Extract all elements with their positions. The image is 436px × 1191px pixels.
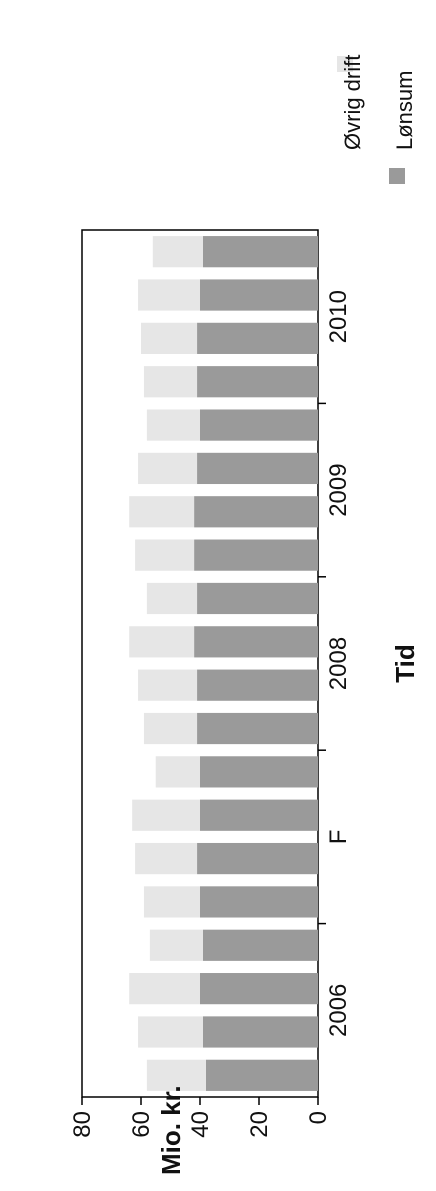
legend-label-ovrig-drift: Øvrig drift: [340, 55, 365, 150]
y-tick-label: 80: [69, 1111, 96, 1138]
bar-lonsum: [200, 409, 318, 441]
bar-lonsum: [197, 366, 318, 398]
legend-swatch-lonsum: [389, 168, 405, 184]
bar-lonsum: [202, 1016, 318, 1048]
y-axis: 0 20 40 60 80: [69, 1097, 332, 1138]
legend-item-lonsum: Lønsum: [389, 71, 417, 184]
legend: Øvrig drift Lønsum: [337, 55, 417, 184]
bar-ovrig-drift: [129, 626, 195, 658]
y-axis-title-group: Mio. kr.: [156, 1085, 186, 1175]
bar-lonsum: [202, 236, 318, 268]
legend-item-ovrig-drift: Øvrig drift: [337, 55, 365, 150]
bar-ovrig-drift: [129, 973, 200, 1005]
legend-swatch-ovrig-drift: [337, 56, 353, 72]
bar-ovrig-drift: [135, 539, 195, 571]
bar-ovrig-drift: [141, 322, 198, 354]
bar-ovrig-drift: [138, 452, 198, 485]
x-axis-title-group: Tid: [390, 644, 420, 683]
bar-lonsum: [197, 712, 318, 745]
bar-ovrig-drift: [138, 279, 200, 311]
bar-ovrig-drift: [146, 582, 198, 615]
bar-lonsum: [200, 799, 318, 831]
bars-layer: [129, 236, 318, 1091]
bar-lonsum: [205, 1059, 318, 1091]
x-tick-label: 2008: [325, 637, 352, 690]
bar-ovrig-drift: [149, 929, 203, 961]
x-tick-label: 2006: [325, 984, 352, 1037]
bar-lonsum: [197, 452, 318, 485]
x-tick-label: F: [325, 830, 352, 845]
y-tick-label: 60: [128, 1111, 155, 1138]
bar-ovrig-drift: [155, 756, 200, 788]
x-tick-label: 2009: [325, 463, 352, 516]
bar-lonsum: [197, 582, 318, 615]
bar-ovrig-drift: [143, 366, 198, 398]
bar-lonsum: [194, 496, 318, 528]
bar-ovrig-drift: [146, 1059, 206, 1091]
bar-ovrig-drift: [138, 1016, 203, 1048]
legend-label-lonsum: Lønsum: [392, 71, 417, 150]
y-tick-label: 40: [187, 1111, 214, 1138]
bar-lonsum: [197, 322, 318, 354]
y-tick-label: 20: [246, 1111, 273, 1138]
x-axis: 2006 F 2008 2009 2010: [318, 290, 352, 1037]
bar-ovrig-drift: [138, 669, 198, 701]
bar-lonsum: [200, 279, 318, 311]
x-tick-label: 2010: [325, 290, 352, 343]
bar-lonsum: [200, 756, 318, 788]
plot-frame: [81, 229, 319, 1098]
bar-lonsum: [202, 929, 318, 961]
bar-lonsum: [200, 886, 318, 918]
bar-ovrig-drift: [143, 886, 200, 918]
bar-ovrig-drift: [152, 236, 203, 268]
bar-ovrig-drift: [143, 712, 198, 745]
bar-ovrig-drift: [132, 799, 200, 831]
plot-area: 0 20 40 60 80 2006 F 2008 2009 2010: [69, 229, 352, 1138]
bar-lonsum: [197, 669, 318, 701]
y-axis-title: Mio. kr.: [156, 1085, 186, 1175]
x-axis-title: Tid: [390, 644, 420, 683]
bar-ovrig-drift: [146, 409, 200, 441]
y-tick-label: 0: [305, 1111, 332, 1124]
bar-lonsum: [197, 842, 318, 875]
bar-lonsum: [200, 973, 318, 1005]
bar-lonsum: [194, 626, 318, 658]
bar-lonsum: [194, 539, 318, 571]
bar-ovrig-drift: [129, 496, 195, 528]
bar-ovrig-drift: [135, 842, 198, 875]
